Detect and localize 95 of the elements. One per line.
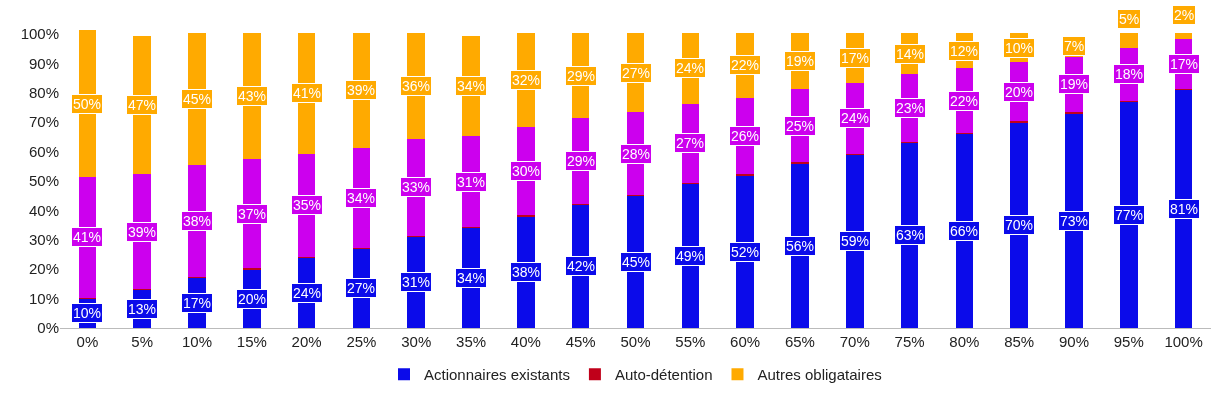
y-tick-label: 70% bbox=[28, 113, 59, 131]
data-label: 77% bbox=[1115, 207, 1144, 223]
x-tick-label: 60% bbox=[730, 333, 761, 350]
data-label: 52% bbox=[731, 244, 760, 260]
data-label: 73% bbox=[1060, 213, 1089, 229]
data-label: 66% bbox=[950, 223, 979, 239]
data-label: 56% bbox=[786, 238, 815, 254]
data-label: 5% bbox=[1119, 11, 1140, 27]
data-label: 27% bbox=[676, 135, 705, 151]
data-label: 70% bbox=[1005, 217, 1034, 233]
data-label: 41% bbox=[293, 85, 322, 101]
x-tick-label: 75% bbox=[894, 333, 925, 350]
data-label: 17% bbox=[183, 295, 212, 311]
data-label: 41% bbox=[73, 229, 102, 245]
y-tick-label: 20% bbox=[28, 260, 59, 278]
data-label: 22% bbox=[731, 57, 760, 73]
legend-label: Actionnaires existants bbox=[424, 366, 570, 384]
x-tick-label: 0% bbox=[76, 333, 99, 350]
data-label: 49% bbox=[676, 248, 705, 264]
data-label: 59% bbox=[841, 233, 870, 249]
y-tick-label: 40% bbox=[28, 201, 59, 219]
data-label: 17% bbox=[841, 50, 870, 66]
y-tick-label: 100% bbox=[20, 25, 59, 43]
data-label: 33% bbox=[402, 179, 431, 195]
data-label: 45% bbox=[183, 91, 212, 107]
legend-label: Auto-détention bbox=[614, 366, 713, 384]
x-tick-label: 40% bbox=[510, 333, 541, 350]
data-label: 39% bbox=[128, 224, 157, 240]
data-label: 39% bbox=[347, 82, 376, 98]
legend-label: Autres obligataires bbox=[757, 366, 882, 384]
x-tick-label: 45% bbox=[565, 333, 596, 350]
data-label: 17% bbox=[1170, 56, 1199, 72]
data-label: 22% bbox=[950, 93, 979, 109]
data-label: 63% bbox=[896, 227, 925, 243]
x-tick-label: 30% bbox=[401, 333, 432, 350]
data-label: 38% bbox=[183, 213, 212, 229]
data-label: 28% bbox=[622, 146, 651, 162]
x-tick-label: 85% bbox=[1004, 333, 1035, 350]
data-label: 31% bbox=[457, 174, 486, 190]
y-tick-label: 0% bbox=[37, 319, 59, 337]
data-label: 25% bbox=[786, 118, 815, 134]
data-label: 24% bbox=[293, 285, 322, 301]
data-label: 23% bbox=[896, 100, 925, 116]
data-label: 14% bbox=[896, 46, 925, 62]
data-label: 30% bbox=[512, 163, 541, 179]
x-tick-label: 10% bbox=[182, 333, 213, 350]
x-tick-label: 35% bbox=[456, 333, 487, 350]
x-tick-label: 50% bbox=[620, 333, 651, 350]
data-label: 2% bbox=[1174, 7, 1195, 23]
y-tick-label: 60% bbox=[28, 142, 59, 160]
x-tick-label: 100% bbox=[1164, 333, 1203, 350]
y-tick-label: 10% bbox=[28, 289, 59, 307]
y-tick-label: 80% bbox=[28, 83, 59, 101]
data-label: 31% bbox=[402, 274, 431, 290]
data-label: 27% bbox=[622, 65, 651, 81]
x-tick-label: 80% bbox=[949, 333, 980, 350]
x-tick-label: 20% bbox=[291, 333, 322, 350]
data-label: 47% bbox=[128, 97, 157, 113]
y-tick-label: 90% bbox=[28, 54, 59, 72]
x-tick-label: 90% bbox=[1058, 333, 1089, 350]
data-label: 32% bbox=[512, 72, 541, 88]
data-label: 38% bbox=[512, 264, 541, 280]
data-label: 34% bbox=[347, 190, 376, 206]
y-tick-label: 30% bbox=[28, 231, 59, 249]
data-label: 20% bbox=[1005, 84, 1034, 100]
data-label: 42% bbox=[567, 258, 596, 274]
data-label: 43% bbox=[238, 88, 267, 104]
data-label: 45% bbox=[622, 254, 651, 270]
data-label: 29% bbox=[567, 153, 596, 169]
data-label: 29% bbox=[567, 68, 596, 84]
y-tick-label: 50% bbox=[28, 172, 59, 190]
x-tick-label: 25% bbox=[346, 333, 377, 350]
data-label: 20% bbox=[238, 291, 267, 307]
data-label: 7% bbox=[1064, 38, 1085, 54]
data-label: 19% bbox=[786, 53, 815, 69]
data-label: 37% bbox=[238, 206, 267, 222]
x-tick-label: 95% bbox=[1113, 333, 1144, 350]
data-label: 27% bbox=[347, 280, 376, 296]
data-label: 35% bbox=[293, 197, 322, 213]
data-label: 81% bbox=[1170, 201, 1199, 217]
data-label: 24% bbox=[676, 60, 705, 76]
data-label: 50% bbox=[73, 96, 102, 112]
x-tick-label: 70% bbox=[839, 333, 870, 350]
data-label: 13% bbox=[128, 301, 157, 317]
x-tick-label: 15% bbox=[236, 333, 267, 350]
data-label: 18% bbox=[1115, 66, 1144, 82]
data-label: 19% bbox=[1060, 76, 1089, 92]
x-tick-label: 65% bbox=[784, 333, 815, 350]
x-tick-label: 55% bbox=[675, 333, 706, 350]
data-label: 24% bbox=[841, 110, 870, 126]
data-label: 34% bbox=[457, 78, 486, 94]
data-label: 36% bbox=[402, 78, 431, 94]
x-tick-label: 5% bbox=[131, 333, 154, 350]
data-label: 26% bbox=[731, 128, 760, 144]
data-label: 34% bbox=[457, 270, 486, 286]
